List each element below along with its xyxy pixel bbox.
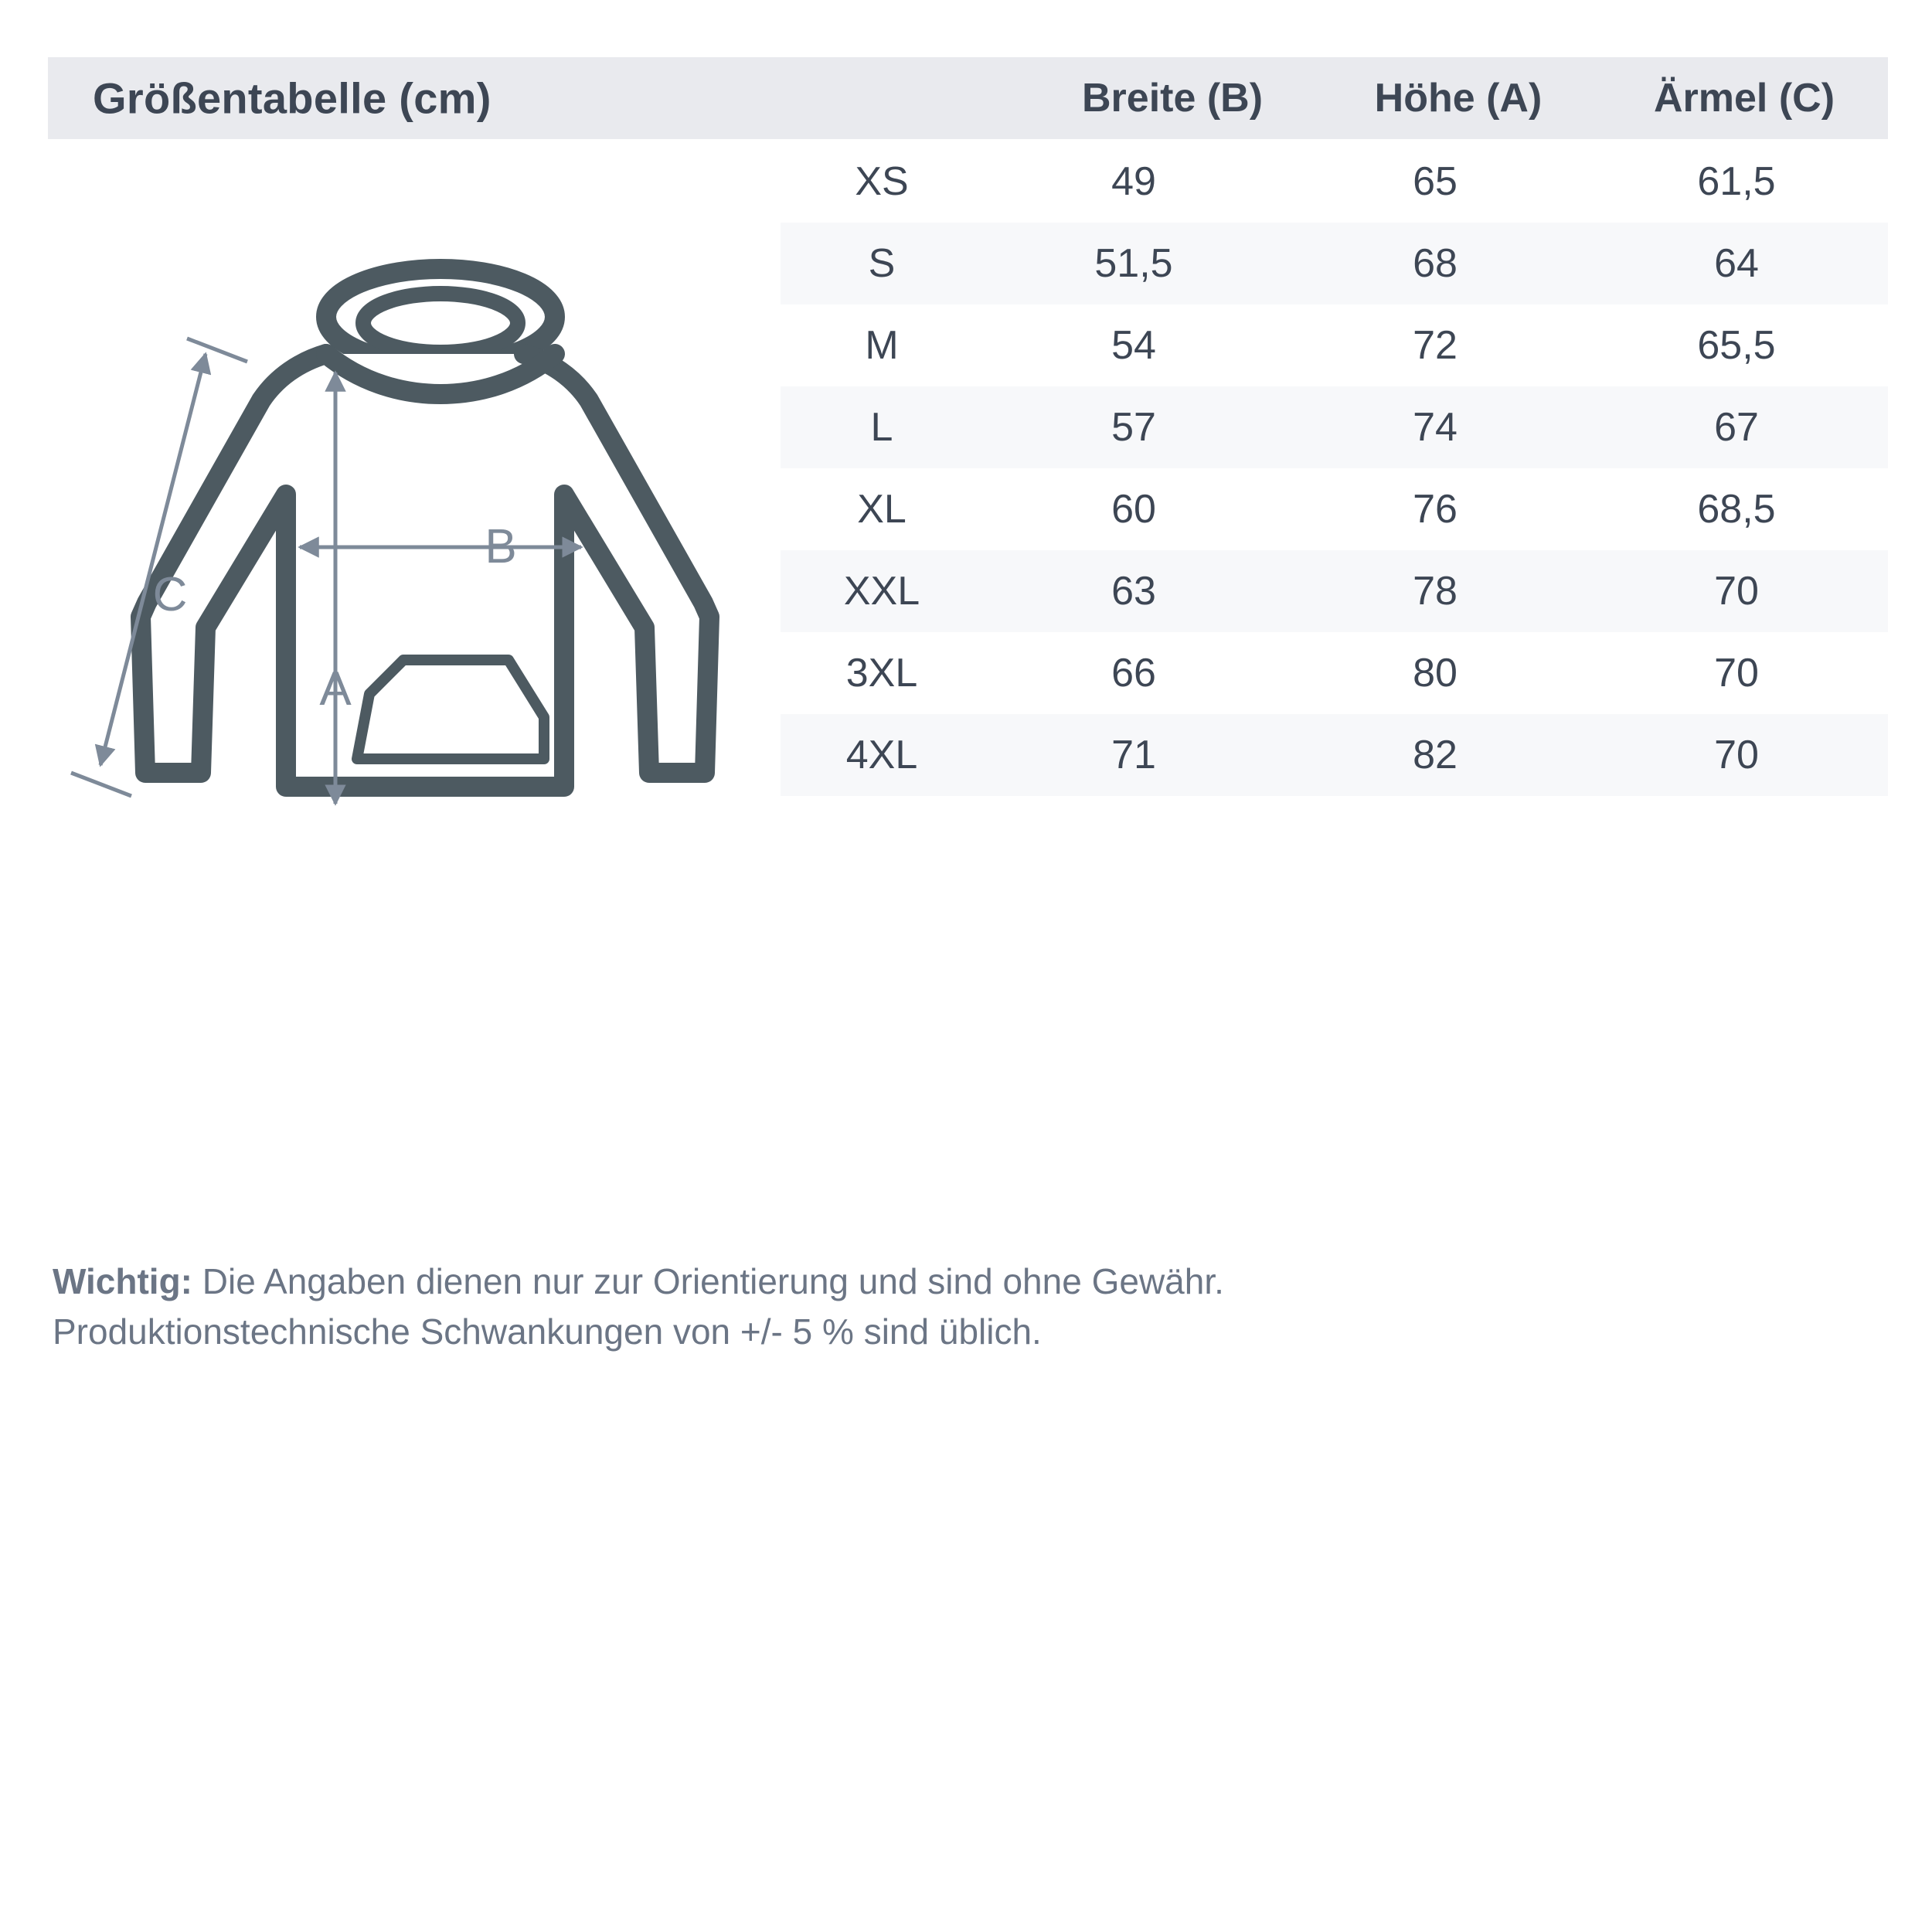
cell-aermel: 70 xyxy=(1714,733,1759,777)
cell-size: M xyxy=(865,323,899,368)
cell-aermel: 70 xyxy=(1714,569,1759,614)
cell-size: XXL xyxy=(843,569,920,614)
cell-aermel: 65,5 xyxy=(1697,323,1776,368)
column-header-aermel: Ärmel (C) xyxy=(1653,76,1835,121)
column-header-hoehe: Höhe (A) xyxy=(1374,76,1543,121)
neckline-shape xyxy=(316,344,565,405)
table-row[interactable]: XL 60 76 68,5 xyxy=(781,468,1888,550)
cell-hoehe: 76 xyxy=(1413,487,1458,532)
height-label-a: A xyxy=(319,662,352,716)
cell-breite: 60 xyxy=(1111,487,1156,532)
footnote-line-2: Produktionstechnische Schwankungen von +… xyxy=(53,1311,1042,1352)
width-label-b: B xyxy=(485,520,516,573)
hood-inner-shape xyxy=(355,286,526,360)
kangaroo-pocket-shape xyxy=(352,655,549,764)
cell-hoehe: 78 xyxy=(1413,569,1458,614)
cell-aermel: 61,5 xyxy=(1697,159,1776,204)
table-row[interactable]: 4XL 71 82 70 xyxy=(781,714,1888,796)
cell-aermel: 68,5 xyxy=(1697,487,1776,532)
cell-size: XS xyxy=(855,159,909,204)
cell-hoehe: 80 xyxy=(1413,651,1458,696)
hoodie-measurement-diagram: C A B xyxy=(54,232,750,819)
cell-size: XL xyxy=(857,487,906,532)
table-row[interactable]: S 51,5 68 64 xyxy=(781,223,1888,304)
cell-size: S xyxy=(868,241,896,286)
footnote: Wichtig: Die Angaben dienen nur zur Orie… xyxy=(53,1257,1892,1358)
cell-hoehe: 72 xyxy=(1413,323,1458,368)
table-row[interactable]: M 54 72 65,5 xyxy=(781,304,1888,386)
sleeve-measure-arrow xyxy=(94,352,212,767)
size-table: XS 49 65 61,5 S 51,5 68 64 M 54 72 65,5 … xyxy=(781,141,1888,796)
footnote-line-1: Die Angaben dienen nur zur Orientierung … xyxy=(192,1261,1224,1301)
cell-hoehe: 74 xyxy=(1413,405,1458,450)
cell-hoehe: 68 xyxy=(1413,241,1458,286)
table-row[interactable]: XS 49 65 61,5 xyxy=(781,141,1888,223)
page-title: Größentabelle (cm) xyxy=(93,73,492,123)
column-header-breite: Breite (B) xyxy=(1081,76,1264,121)
cell-aermel: 64 xyxy=(1714,241,1759,286)
table-row[interactable]: 3XL 66 80 70 xyxy=(781,632,1888,714)
sleeve-tick-top xyxy=(186,336,248,364)
cell-breite: 49 xyxy=(1111,159,1156,204)
footnote-bold-prefix: Wichtig: xyxy=(53,1261,192,1301)
column-header-row: Breite (B) Höhe (A) Ärmel (C) xyxy=(836,57,1888,139)
cell-breite: 51,5 xyxy=(1094,241,1173,286)
table-header-band: Größentabelle (cm) Breite (B) Höhe (A) Ä… xyxy=(48,57,1888,139)
cell-breite: 54 xyxy=(1111,323,1156,368)
cell-size: L xyxy=(870,405,893,450)
sleeve-tick-bottom xyxy=(70,770,132,798)
cell-size: 3XL xyxy=(845,651,918,696)
table-row[interactable]: XXL 63 78 70 xyxy=(781,550,1888,632)
cell-aermel: 70 xyxy=(1714,651,1759,696)
cell-aermel: 67 xyxy=(1714,405,1759,450)
cell-hoehe: 82 xyxy=(1413,733,1458,777)
hoodie-body-outline xyxy=(131,344,719,797)
cell-breite: 71 xyxy=(1111,733,1156,777)
cell-breite: 66 xyxy=(1111,651,1156,696)
cell-breite: 57 xyxy=(1111,405,1156,450)
sleeve-label-c: C xyxy=(153,568,188,621)
cell-breite: 63 xyxy=(1111,569,1156,614)
table-row[interactable]: L 57 74 67 xyxy=(781,386,1888,468)
cell-hoehe: 65 xyxy=(1413,159,1458,204)
cell-size: 4XL xyxy=(845,733,918,777)
